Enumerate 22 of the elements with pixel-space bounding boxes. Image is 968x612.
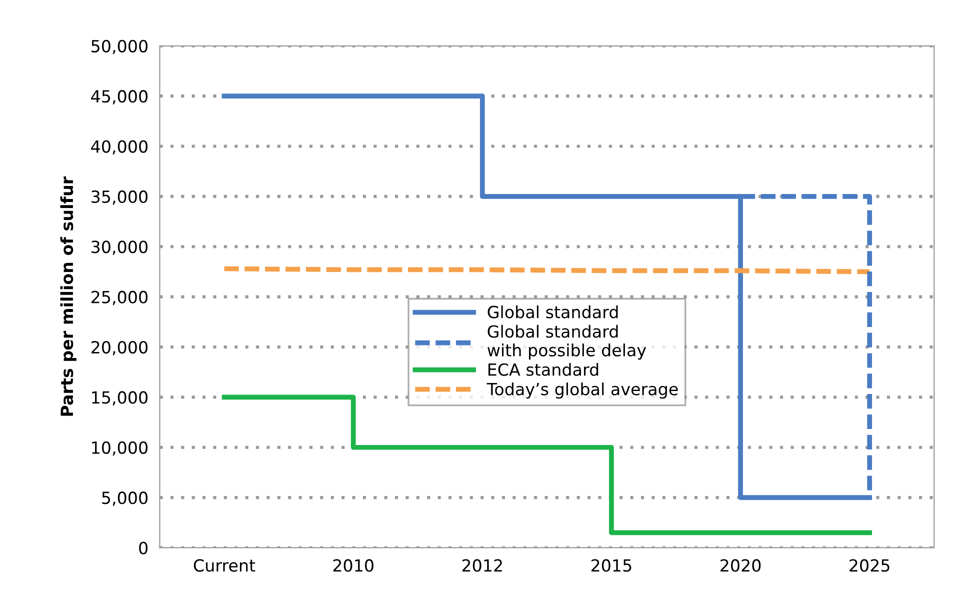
y-tick-label: 5,000 — [102, 492, 148, 506]
legend-label: ECA standard — [488, 363, 598, 376]
y-tick-label: 40,000 — [91, 140, 148, 155]
y-tick-label: 0 — [139, 542, 148, 554]
x-tick-label: Current — [194, 559, 256, 572]
legend-label: Global standard — [488, 305, 618, 318]
y-tick-label: 30,000 — [92, 240, 148, 255]
x-tick-label: 2020 — [720, 559, 761, 572]
legend-label: Global standard with possible delay — [488, 324, 646, 360]
y-tick-label: 20,000 — [92, 340, 148, 356]
x-tick-label: 2015 — [591, 559, 632, 572]
y-tick-label: 15,000 — [92, 391, 148, 406]
x-tick-label: 2025 — [850, 559, 890, 572]
x-tick-label: 2010 — [333, 559, 374, 572]
legend-label: Today’s global average — [486, 382, 678, 399]
y-axis-title: Parts per million of sulfur — [60, 176, 76, 416]
y-tick-label: 45,000 — [91, 90, 148, 104]
y-tick-label: 10,000 — [92, 441, 148, 456]
x-tick-label: 2012 — [462, 559, 502, 572]
y-tick-label: 50,000 — [92, 40, 148, 54]
y-tick-label: 35,000 — [92, 190, 148, 205]
y-tick-label: 25,000 — [92, 290, 148, 306]
